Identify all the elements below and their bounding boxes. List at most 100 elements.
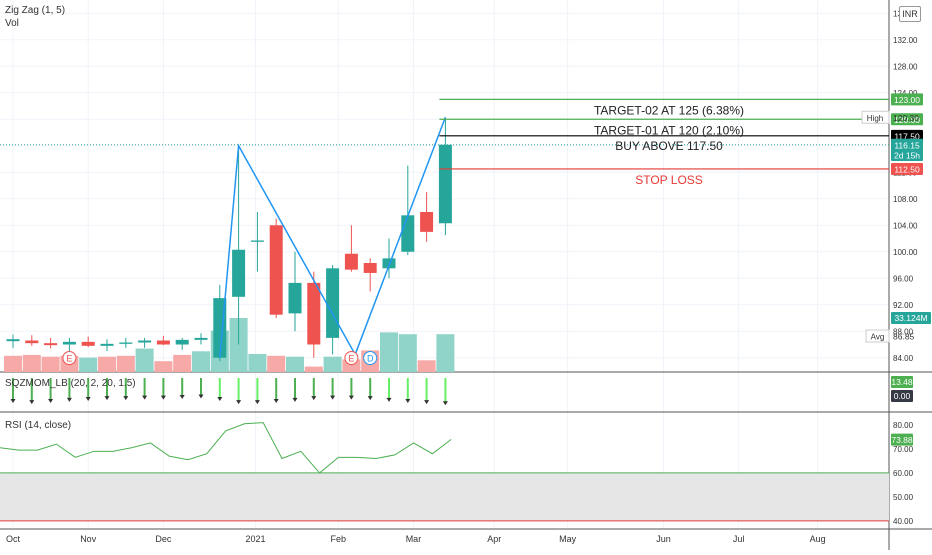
rsi-tick-label: 40.00: [893, 517, 914, 526]
rsi-tick-label: 50.00: [893, 493, 914, 502]
volume-bar: [267, 355, 286, 372]
price-badge-label: 112.50: [894, 164, 920, 174]
candle-body: [307, 282, 321, 345]
high-tag: [861, 110, 890, 124]
volume-bar: [304, 366, 323, 372]
squeeze-arrow: [273, 398, 279, 403]
candle-body: [62, 341, 76, 345]
event-marker-label: E: [348, 354, 354, 364]
zigzag-indicator-label[interactable]: Zig Zag (1, 5): [5, 5, 66, 16]
event-marker: [363, 351, 378, 365]
volume-bar: [173, 354, 192, 372]
event-marker-label: E: [66, 354, 72, 364]
volume-badge-label: 33.124M: [894, 313, 927, 323]
price-tick-label: 104.00: [893, 221, 918, 230]
candle-body: [100, 343, 114, 346]
price-tick-label: 128.00: [893, 62, 918, 71]
event-marker: [62, 351, 77, 365]
candle-body: [326, 268, 340, 338]
volume-bar: [98, 356, 116, 372]
time-tick-label: Mar: [406, 534, 422, 544]
candle-body: [156, 340, 170, 345]
squeeze-badge: [891, 376, 913, 388]
volume-bar: [248, 354, 267, 372]
squeeze-arrow: [386, 397, 392, 402]
volume-bar: [135, 348, 154, 372]
squeeze-arrow: [424, 400, 430, 405]
price-badge: [891, 162, 923, 175]
buy-annotation: BUY ABOVE 117.50: [615, 139, 723, 153]
price-tick-label: 92.00: [893, 301, 914, 310]
squeeze-arrow: [142, 395, 148, 400]
squeeze-arrow: [348, 395, 354, 400]
currency-badge: INR: [899, 6, 921, 22]
squeeze-arrow: [367, 396, 373, 401]
squeeze-arrow: [66, 397, 72, 402]
candle-body: [363, 263, 377, 273]
volume-bar: [79, 357, 98, 372]
price-tick-label: 96.00: [893, 274, 914, 283]
price-tick-label: 100.00: [893, 248, 918, 257]
candle-body: [420, 212, 434, 232]
rsi-badge-label: 73.88: [891, 435, 913, 445]
candle-body: [138, 340, 152, 343]
zigzag-line: [219, 116, 447, 358]
volume-bar: [22, 354, 41, 372]
volume-bar: [41, 356, 60, 372]
rsi-tick-label: 80.00: [893, 421, 914, 430]
volume-bar: [417, 360, 436, 372]
squeeze-arrow: [236, 400, 242, 405]
squeeze-arrow: [104, 396, 110, 401]
squeeze-arrow: [217, 397, 223, 401]
target-02-annotation: TARGET-02 AT 125 (6.38%): [594, 103, 744, 117]
price-tick-label: 124.00: [893, 89, 918, 98]
squeeze-arrow: [85, 397, 91, 401]
price-badge-label: 117.50: [894, 131, 920, 141]
avg-tag: [865, 329, 890, 343]
price-badge-label: 123.00: [894, 95, 920, 105]
rsi-tick-label: 70.00: [893, 445, 914, 454]
squeeze-arrow: [442, 401, 448, 406]
squeeze-arrow: [311, 396, 317, 401]
avg-tag-label: Avg: [871, 333, 885, 342]
rsi-indicator-label[interactable]: RSI (14, close): [5, 420, 72, 431]
squeeze-badge: [891, 390, 913, 402]
volume-bar: [380, 332, 398, 372]
volume-indicator-label[interactable]: Vol: [5, 18, 19, 29]
event-marker: [344, 351, 359, 365]
volume-bar: [398, 334, 417, 372]
price-tick-label: 132.00: [893, 36, 918, 45]
volume-bar: [4, 355, 22, 372]
squeeze-arrow: [179, 395, 185, 400]
candle-body: [81, 341, 95, 346]
rsi-tick-label: 60.00: [893, 469, 914, 478]
candle-body: [232, 249, 246, 297]
price-badge-label: 116.15: [894, 140, 920, 150]
squeeze-momentum-label[interactable]: SQZMOM_LB (20, 2, 20, 1.5): [5, 378, 136, 389]
price-badge-label: 120.00: [894, 115, 920, 125]
volume-bar: [323, 356, 342, 372]
squeeze-badge-label: 13.48: [891, 377, 913, 387]
candle-body: [175, 339, 189, 345]
event-marker-label: D: [367, 354, 374, 364]
squeeze-arrow: [123, 396, 129, 401]
candle-body: [401, 215, 415, 252]
candle-body: [6, 339, 20, 342]
volume-bar: [436, 334, 455, 372]
price-badge: [891, 113, 923, 126]
volume-bar: [116, 355, 135, 372]
time-tick-label: 2021: [246, 534, 266, 544]
candle-body: [344, 253, 358, 270]
candle-body: [194, 337, 208, 340]
price-badge: [891, 149, 923, 162]
squeeze-arrow: [29, 400, 35, 405]
volume-bar: [154, 361, 173, 372]
target-01-annotation: TARGET-01 AT 120 (2.10%): [594, 123, 744, 137]
price-tick-label: 88.00: [893, 327, 914, 336]
time-tick-label: Jun: [656, 534, 671, 544]
candle-body: [25, 340, 39, 344]
squeeze-arrow: [160, 395, 166, 400]
time-tick-label: Nov: [80, 534, 97, 544]
